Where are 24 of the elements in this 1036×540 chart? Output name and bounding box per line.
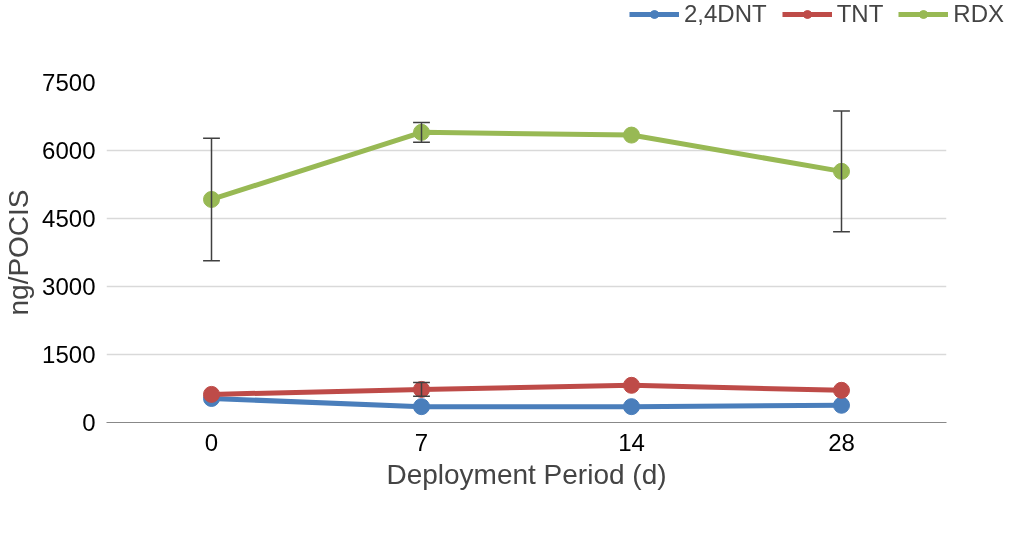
legend-label: TNT [836, 0, 884, 28]
y-tick-label: 6000 [42, 137, 96, 164]
legend-label: RDX [953, 0, 1004, 28]
point [203, 190, 220, 208]
point [623, 398, 640, 416]
point [833, 162, 850, 180]
y-tick-label: 7500 [42, 69, 96, 96]
point [833, 396, 850, 414]
x-tick-label: 14 [618, 428, 645, 456]
point [623, 126, 640, 144]
point [413, 398, 430, 416]
x-tick-label: 0 [204, 428, 219, 456]
x-tick-label: 28 [828, 428, 855, 456]
x-axis-title: Deployment Period (d) [386, 458, 667, 490]
point [203, 385, 220, 403]
point [833, 381, 850, 399]
point [623, 376, 640, 394]
y-tick-label: 1500 [42, 341, 96, 368]
y-tick-label: 4500 [42, 205, 96, 232]
x-tick-label: 7 [414, 428, 429, 456]
y-tick-label: 3000 [42, 273, 96, 300]
legend-label: 2,4DNT [683, 0, 767, 28]
y-axis-title: ng/POCIS [3, 189, 35, 316]
y-tick-label: 0 [82, 409, 96, 436]
